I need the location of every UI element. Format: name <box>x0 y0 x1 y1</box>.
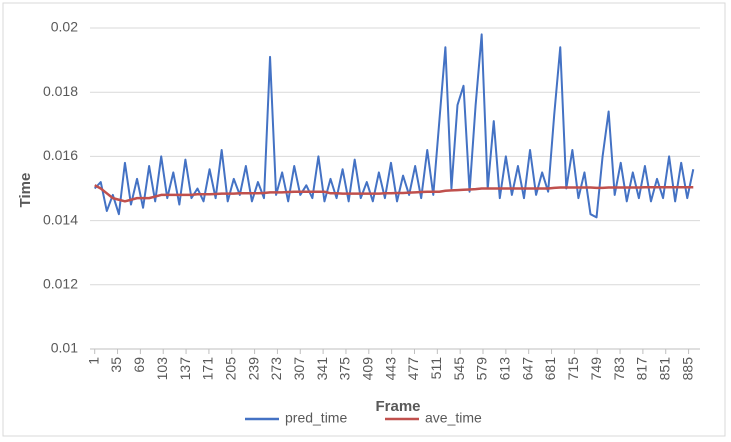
x-tick-label: 307 <box>291 357 307 381</box>
x-tick-label: 341 <box>314 357 330 381</box>
x-tick-label: 443 <box>382 357 398 381</box>
x-tick-label: 171 <box>200 357 216 381</box>
y-tick-label: 0.012 <box>43 276 78 292</box>
x-tick-label: 103 <box>154 357 170 381</box>
y-tick-label: 0.014 <box>43 211 78 227</box>
x-tick-label: 647 <box>519 357 535 381</box>
x-tick-label: 35 <box>108 357 124 373</box>
legend-label: pred_time <box>285 410 347 426</box>
x-axis-title: Frame <box>375 398 420 415</box>
x-tick-label: 273 <box>268 357 284 381</box>
x-tick-label: 477 <box>405 357 421 381</box>
x-tick-label: 69 <box>131 357 147 373</box>
x-tick-label: 205 <box>222 357 238 381</box>
y-tick-label: 0.01 <box>51 340 78 356</box>
x-tick-label: 749 <box>588 357 604 381</box>
x-tick-label: 511 <box>428 357 444 380</box>
x-tick-label: 783 <box>611 357 627 381</box>
x-tick-label: 681 <box>542 357 558 381</box>
series-line <box>94 184 694 203</box>
x-tick-label: 817 <box>634 357 650 381</box>
y-tick-label: 0.016 <box>43 147 78 163</box>
x-tick-label: 851 <box>656 357 672 381</box>
x-tick-label: 715 <box>565 357 581 381</box>
x-tick-label: 885 <box>679 357 695 381</box>
chart-border <box>2 2 726 437</box>
x-tick-label: 613 <box>497 357 513 381</box>
x-tick-label: 545 <box>451 357 467 381</box>
x-tick-label: 1 <box>85 357 101 365</box>
y-tick-label: 0.018 <box>43 83 78 99</box>
x-tick-label: 239 <box>245 357 261 381</box>
x-tick-label: 137 <box>177 357 193 381</box>
y-axis-title: Time <box>17 173 34 208</box>
x-tick-label: 409 <box>360 357 376 381</box>
y-tick-label: 0.02 <box>51 19 78 35</box>
series-line <box>93 33 695 219</box>
x-tick-label: 579 <box>474 357 490 381</box>
legend-label: ave_time <box>425 410 482 426</box>
x-tick-label: 375 <box>337 357 353 381</box>
